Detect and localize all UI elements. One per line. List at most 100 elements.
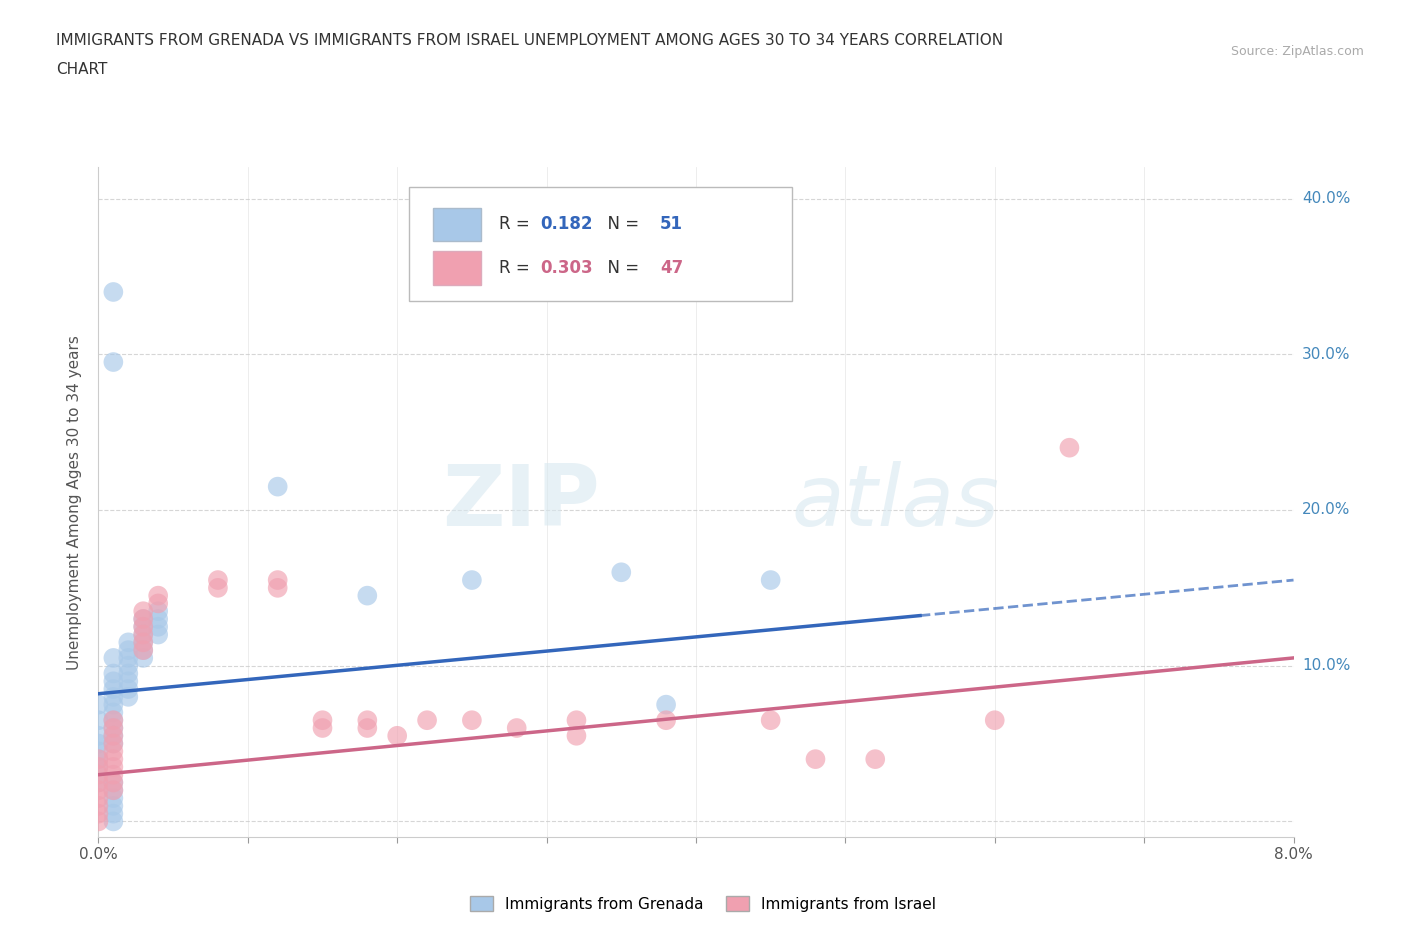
Text: R =: R =: [499, 216, 534, 233]
Text: 0.182: 0.182: [540, 216, 593, 233]
Text: N =: N =: [596, 216, 644, 233]
Point: [103, 737, 125, 751]
Point: [132, 627, 155, 642]
Text: atlas: atlas: [792, 460, 1000, 544]
Point: [87, 744, 110, 759]
Point: [87, 712, 110, 727]
Point: [565, 728, 588, 743]
Point: [87, 814, 110, 829]
FancyBboxPatch shape: [433, 251, 481, 285]
Point: [117, 666, 139, 681]
Point: [148, 612, 170, 627]
Point: [103, 698, 125, 712]
Point: [103, 806, 125, 821]
Point: [103, 760, 125, 775]
Point: [267, 573, 290, 588]
Point: [655, 712, 678, 727]
Point: [117, 650, 139, 665]
Point: [87, 760, 110, 775]
Text: R =: R =: [499, 259, 534, 277]
Point: [87, 760, 110, 775]
Point: [132, 612, 155, 627]
Point: [103, 790, 125, 805]
Point: [356, 712, 378, 727]
Point: [132, 612, 155, 627]
Point: [103, 814, 125, 829]
Point: [655, 698, 678, 712]
Point: [87, 737, 110, 751]
Point: [132, 627, 155, 642]
Point: [207, 580, 229, 595]
Point: [87, 775, 110, 790]
Point: [103, 799, 125, 814]
Point: [132, 635, 155, 650]
Point: [311, 712, 333, 727]
Point: [132, 635, 155, 650]
Point: [103, 737, 125, 751]
Text: 51: 51: [661, 216, 683, 233]
Point: [804, 751, 827, 766]
Point: [148, 604, 170, 618]
Point: [759, 573, 782, 588]
Point: [103, 650, 125, 665]
Point: [267, 580, 290, 595]
Point: [117, 658, 139, 673]
Point: [103, 728, 125, 743]
Legend: Immigrants from Grenada, Immigrants from Israel: Immigrants from Grenada, Immigrants from…: [464, 889, 942, 918]
Point: [565, 712, 588, 727]
Point: [148, 627, 170, 642]
Point: [103, 721, 125, 736]
Point: [103, 354, 125, 369]
Point: [103, 744, 125, 759]
Point: [148, 619, 170, 634]
Point: [103, 783, 125, 798]
Text: Source: ZipAtlas.com: Source: ZipAtlas.com: [1230, 45, 1364, 58]
Point: [132, 604, 155, 618]
Point: [356, 588, 378, 603]
Point: [87, 790, 110, 805]
Point: [87, 728, 110, 743]
Point: [132, 643, 155, 658]
Text: ZIP: ZIP: [443, 460, 600, 544]
Point: [132, 619, 155, 634]
Point: [267, 479, 290, 494]
Point: [416, 712, 439, 727]
Point: [385, 728, 409, 743]
Point: [983, 712, 1005, 727]
Point: [87, 767, 110, 782]
Point: [87, 751, 110, 766]
Point: [506, 721, 529, 736]
Point: [117, 635, 139, 650]
Point: [117, 643, 139, 658]
Text: 30.0%: 30.0%: [1302, 347, 1350, 362]
FancyBboxPatch shape: [409, 188, 792, 301]
Point: [103, 712, 125, 727]
Point: [148, 588, 170, 603]
Point: [103, 666, 125, 681]
Point: [148, 596, 170, 611]
Point: [103, 783, 125, 798]
Text: 10.0%: 10.0%: [1302, 658, 1350, 673]
FancyBboxPatch shape: [433, 207, 481, 241]
Text: N =: N =: [596, 259, 644, 277]
Point: [103, 682, 125, 697]
Point: [117, 674, 139, 689]
Point: [103, 712, 125, 727]
Point: [863, 751, 886, 766]
Point: [103, 689, 125, 704]
Point: [103, 721, 125, 736]
Point: [87, 775, 110, 790]
Point: [132, 643, 155, 658]
Point: [87, 783, 110, 798]
Point: [103, 767, 125, 782]
Point: [87, 698, 110, 712]
Point: [610, 565, 633, 579]
Point: [103, 775, 125, 790]
Text: 20.0%: 20.0%: [1302, 502, 1350, 517]
Point: [87, 751, 110, 766]
Point: [103, 775, 125, 790]
Point: [103, 751, 125, 766]
Point: [117, 682, 139, 697]
Point: [461, 712, 484, 727]
Point: [103, 728, 125, 743]
